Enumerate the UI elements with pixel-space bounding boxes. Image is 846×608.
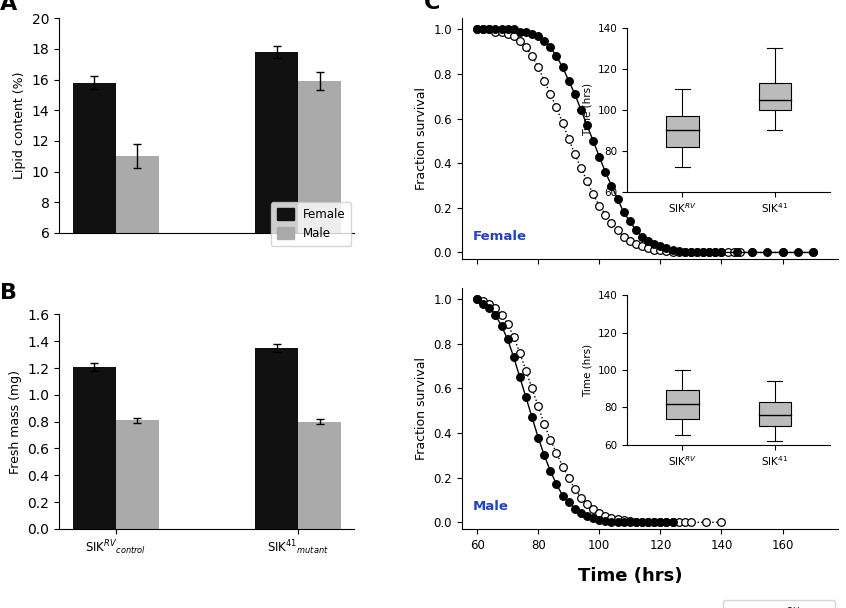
- Bar: [298, 81, 341, 325]
- Bar: [73, 367, 116, 529]
- Legend: SIK$^{RV}$$_{control}$, SIK$^{41}$$_{mutant}$: SIK$^{RV}$$_{control}$, SIK$^{41}$$_{mut…: [722, 601, 835, 608]
- Bar: [255, 348, 298, 529]
- Legend: Female, Male: Female, Male: [271, 202, 351, 246]
- Text: A: A: [0, 0, 18, 13]
- Text: B: B: [0, 283, 17, 303]
- Y-axis label: Lipid content (%): Lipid content (%): [14, 72, 26, 179]
- Text: Male: Male: [473, 500, 509, 513]
- Text: C: C: [424, 0, 441, 13]
- Text: Time (hrs): Time (hrs): [578, 567, 683, 585]
- Y-axis label: Fraction survival: Fraction survival: [415, 87, 428, 190]
- Bar: [255, 52, 298, 325]
- Y-axis label: Fresh mass (mg): Fresh mass (mg): [8, 370, 22, 474]
- Text: Female: Female: [473, 230, 527, 243]
- Bar: [73, 83, 116, 325]
- Y-axis label: Fraction survival: Fraction survival: [415, 357, 428, 460]
- Bar: [298, 422, 341, 529]
- Bar: [116, 420, 158, 529]
- Bar: [116, 156, 158, 325]
